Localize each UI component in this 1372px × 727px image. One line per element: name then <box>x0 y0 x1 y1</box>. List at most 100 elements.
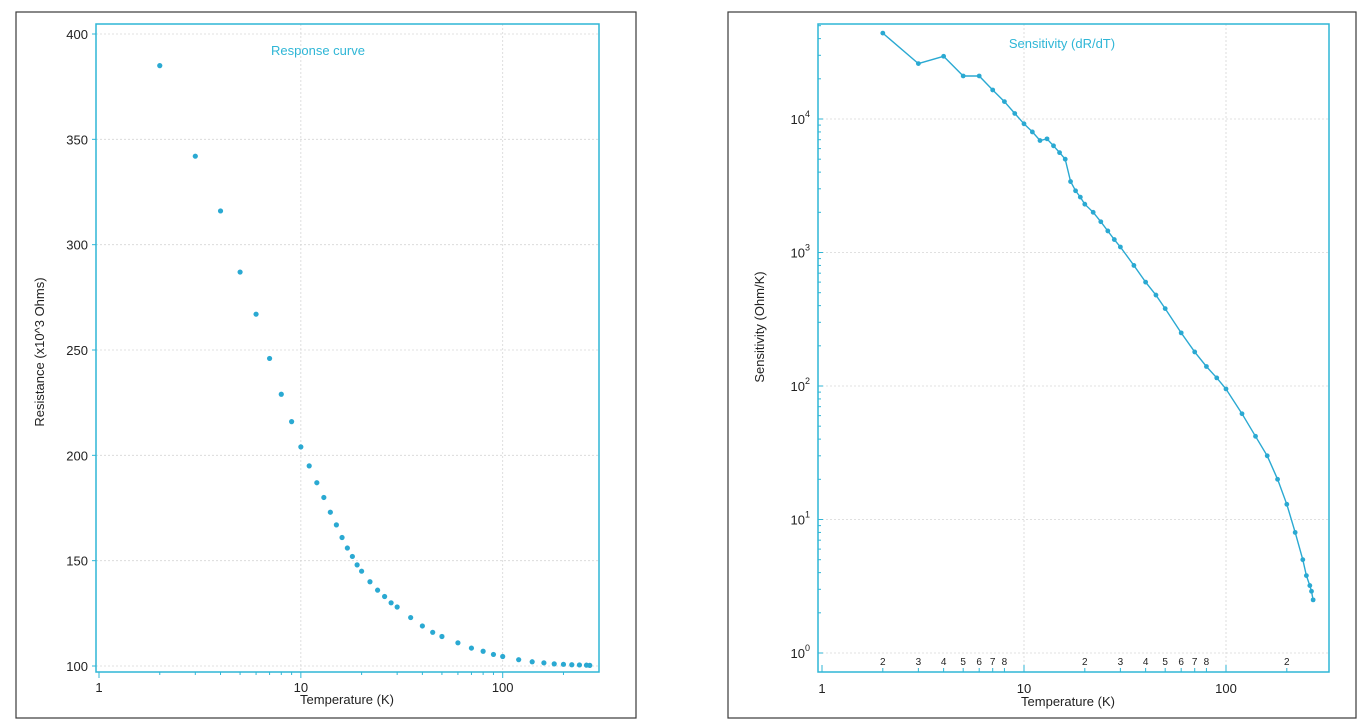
data-point <box>289 419 295 425</box>
data-point <box>455 640 461 646</box>
sensitivity-title: Sensitivity (dR/dT) <box>1009 36 1115 51</box>
x-minor-tick-label: 4 <box>1143 657 1149 668</box>
data-point <box>941 53 947 59</box>
data-point <box>419 623 425 629</box>
data-point <box>1002 99 1007 105</box>
data-point <box>430 629 436 635</box>
data-point <box>359 568 365 574</box>
data-point <box>915 61 921 67</box>
data-point <box>339 534 345 541</box>
data-point <box>1143 279 1149 285</box>
response-curve-grid <box>96 24 599 672</box>
x-tick-label: 1 <box>818 681 825 696</box>
data-point <box>408 614 414 621</box>
data-point <box>1307 583 1313 588</box>
data-point <box>349 553 355 560</box>
x-minor-tick-label: 7 <box>1192 657 1198 668</box>
data-point <box>576 662 583 668</box>
data-point <box>1214 375 1220 381</box>
data-point <box>1057 150 1062 156</box>
x-minor-tick-label: 2 <box>1284 657 1290 668</box>
response-curve-chart: 100 150 200 250 300 350 400 1 10 100 Response cur… <box>32 23 600 707</box>
x-minor-tick-label: 2 <box>880 657 886 668</box>
y-tick-label: 300 <box>66 238 88 253</box>
data-point <box>880 30 886 36</box>
data-point <box>1292 530 1298 535</box>
y-tick-label: 100 <box>66 659 88 674</box>
data-point <box>1111 237 1117 242</box>
y-tick-label: 101 <box>791 510 810 528</box>
x-minor-tick-label: 6 <box>976 657 982 668</box>
data-point <box>976 73 982 79</box>
data-point <box>1264 453 1270 459</box>
data-point <box>1223 386 1229 392</box>
data-point <box>237 269 243 275</box>
data-point <box>367 579 373 585</box>
data-point <box>253 311 259 317</box>
data-point <box>327 509 333 515</box>
y-tick-label: 350 <box>66 132 88 147</box>
data-point <box>560 661 567 667</box>
data-point <box>529 659 535 665</box>
data-point <box>278 391 284 397</box>
data-point <box>314 480 320 486</box>
y-tick-label: 103 <box>791 243 810 261</box>
x-tick-label: 100 <box>492 680 514 695</box>
x-minor-tick-label: 3 <box>1118 657 1124 668</box>
data-point <box>541 660 547 666</box>
data-point <box>1310 597 1316 603</box>
data-point <box>1309 588 1314 594</box>
data-point <box>1192 349 1198 355</box>
data-point <box>1153 292 1159 298</box>
data-point <box>569 662 575 668</box>
data-point <box>306 463 312 469</box>
data-point <box>490 651 497 658</box>
y-tick-label: 250 <box>66 343 88 358</box>
y-tick-label: 400 <box>66 27 88 42</box>
data-point <box>192 153 198 159</box>
data-point <box>1098 219 1104 225</box>
data-point <box>1131 263 1137 268</box>
sensitivity-grid <box>818 24 1329 672</box>
sensitivity-ylabel: Sensitivity (Ohm/K) <box>752 271 767 382</box>
data-point <box>344 545 350 551</box>
data-point <box>382 593 388 600</box>
data-point <box>333 522 339 528</box>
data-point <box>354 562 360 568</box>
data-point <box>516 657 522 663</box>
y-tick-label: 200 <box>66 448 88 463</box>
data-point <box>500 653 506 660</box>
data-point <box>1029 129 1035 135</box>
data-point <box>480 648 486 654</box>
response-curve-plot-area <box>95 23 600 673</box>
data-point <box>1012 111 1018 116</box>
data-point <box>1077 194 1083 200</box>
sensitivity-series-line <box>882 32 1314 601</box>
left-panel-frame <box>15 11 637 719</box>
data-point <box>1090 209 1096 215</box>
data-point <box>1239 411 1245 417</box>
data-point <box>439 633 445 640</box>
data-point <box>388 600 394 606</box>
data-point <box>1178 330 1184 336</box>
data-point <box>1303 573 1309 578</box>
data-point <box>960 73 966 79</box>
x-tick-label: 10 <box>1017 681 1031 696</box>
x-tick-label: 100 <box>1215 681 1237 696</box>
data-point <box>1284 501 1290 507</box>
data-point <box>1051 143 1056 149</box>
data-point <box>1300 557 1306 563</box>
data-point <box>394 604 400 610</box>
x-minor-tick-label: 5 <box>1162 657 1168 668</box>
data-point <box>1082 201 1088 207</box>
data-point <box>1021 121 1027 127</box>
x-minor-tick-label: 3 <box>916 657 922 668</box>
data-point <box>321 494 327 501</box>
x-tick-label: 10 <box>294 680 308 695</box>
y-tick-label: 100 <box>791 643 810 661</box>
data-point <box>1062 156 1068 162</box>
data-point <box>1253 433 1258 439</box>
sensitivity-xlabel: Temperature (K) <box>1021 694 1115 709</box>
